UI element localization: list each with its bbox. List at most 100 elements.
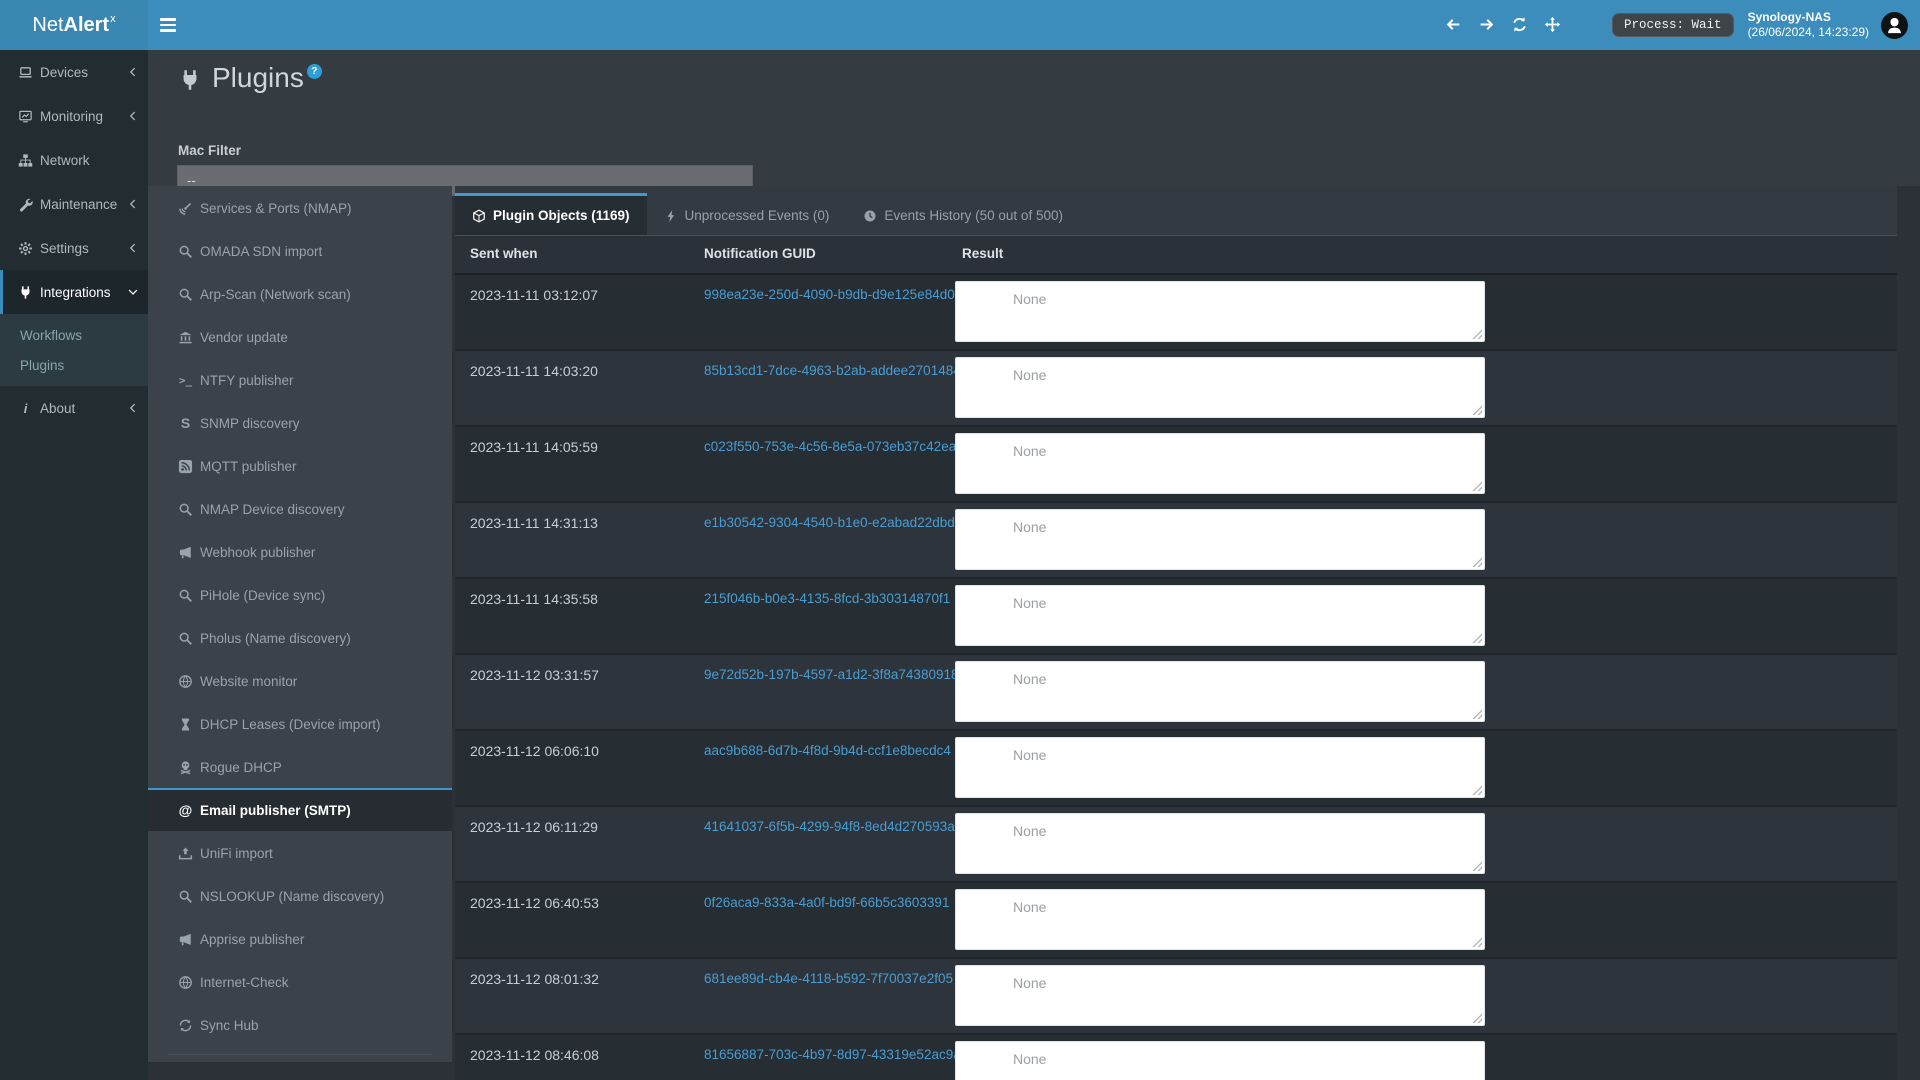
- notification-guid-link[interactable]: 81656887-703c-4b97-8d97-43319e52ac9a: [704, 1047, 961, 1062]
- plugin-nav-item-website-monitor[interactable]: Website monitor: [148, 659, 452, 702]
- plugin-nav-item-pholus-name-discovery[interactable]: Pholus (Name discovery): [148, 616, 452, 659]
- process-status-badge[interactable]: Process: Wait: [1612, 13, 1734, 37]
- plugin-nav-item-pihole-device-sync[interactable]: PiHole (Device sync): [148, 573, 452, 616]
- brand-logo[interactable]: Net Alert x: [0, 0, 148, 50]
- notification-guid-link[interactable]: 0f26aca9-833a-4a0f-bd9f-66b5c3603391: [704, 895, 950, 910]
- sidebar-item-integrations[interactable]: Integrations: [0, 270, 148, 314]
- result-cell: [955, 433, 1485, 494]
- notification-guid-link[interactable]: 9e72d52b-197b-4597-a1d2-3f8a74380918: [704, 667, 959, 682]
- tab-events-history-50-out-of-500[interactable]: Events History (50 out of 500): [846, 193, 1080, 235]
- result-cell: [955, 661, 1485, 722]
- result-cell: [955, 357, 1485, 418]
- sidebar-item-label: Settings: [40, 240, 89, 256]
- plugin-nav-item-arp-scan-network-scan[interactable]: Arp-Scan (Network scan): [148, 272, 452, 315]
- sidebar-subitem-workflows[interactable]: Workflows: [20, 327, 83, 343]
- magnifier-icon: [178, 588, 193, 603]
- table-row: 2023-11-12 06:06:10 aac9b688-6d7b-4f8d-9…: [455, 731, 1897, 807]
- arrow-left-icon[interactable]: [1445, 16, 1462, 33]
- plugin-nav-item-nslookup-name-discovery[interactable]: NSLOOKUP (Name discovery): [148, 874, 452, 917]
- sidebar-toggle-button[interactable]: [160, 14, 182, 36]
- column-header-result: Result: [962, 246, 1004, 261]
- sent-when-cell: 2023-11-12 03:31:57: [470, 667, 599, 683]
- move-icon[interactable]: [1544, 16, 1561, 33]
- account-info[interactable]: Synology-NAS (26/06/2024, 14:23:29): [1748, 10, 1869, 40]
- plugin-nav-label: Website monitor: [200, 674, 298, 689]
- notification-guid-link[interactable]: 215f046b-b0e3-4135-8fcd-3b30314870f1: [704, 591, 951, 606]
- plugin-nav-item-services-ports-nmap[interactable]: Services & Ports (NMAP): [148, 186, 452, 229]
- plugin-nav-label: Vendor update: [200, 330, 288, 345]
- result-textarea[interactable]: [955, 965, 1485, 1026]
- sidebar: Devices Monitoring Network Maintenance S…: [0, 50, 148, 1080]
- result-textarea[interactable]: [955, 281, 1485, 342]
- plugin-nav-item-vendor-update[interactable]: Vendor update: [148, 315, 452, 358]
- notification-guid-link[interactable]: 998ea23e-250d-4090-b9db-d9e125e84d06: [704, 287, 963, 302]
- sidebar-item-label: About: [40, 400, 76, 416]
- page-title: Plugins: [212, 62, 304, 93]
- notification-guid-link[interactable]: e1b30542-9304-4540-b1e0-e2abad22dbd0: [704, 515, 963, 530]
- plugin-nav-label: DHCP Leases (Device import): [200, 717, 381, 732]
- plugin-nav-item-snmp-discovery[interactable]: S SNMP discovery: [148, 401, 452, 444]
- plugin-nav-divider: [168, 1054, 432, 1055]
- tab-unprocessed-events-0[interactable]: Unprocessed Events (0): [647, 193, 847, 235]
- sidebar-item-maintenance[interactable]: Maintenance: [0, 182, 148, 226]
- plugin-nav-item-rogue-dhcp[interactable]: Rogue DHCP: [148, 745, 452, 788]
- result-textarea[interactable]: [955, 889, 1485, 950]
- table-row: 2023-11-12 08:46:08 81656887-703c-4b97-8…: [455, 1035, 1897, 1080]
- result-cell: [955, 585, 1485, 646]
- sidebar-subitem-plugins[interactable]: Plugins: [20, 357, 65, 373]
- plugin-nav-item-internet-check[interactable]: Internet-Check: [148, 960, 452, 1003]
- plugin-nav-label: Arp-Scan (Network scan): [200, 287, 351, 302]
- notification-guid-link[interactable]: 681ee89d-cb4e-4118-b592-7f70037e2f05: [704, 971, 953, 986]
- chevron-left-icon: [127, 242, 139, 254]
- plugin-list-panel: Services & Ports (NMAP) OMADA SDN import…: [148, 186, 452, 1062]
- result-textarea[interactable]: [955, 737, 1485, 798]
- sidebar-item-network[interactable]: Network: [0, 138, 148, 182]
- result-textarea[interactable]: [955, 661, 1485, 722]
- page-header-strip: Plugins ? Mac Filter: [148, 50, 1920, 196]
- plug-icon: [18, 285, 33, 300]
- table-row: 2023-11-12 06:11:29 41641037-6f5b-4299-9…: [455, 807, 1897, 883]
- plugin-nav-item-nmap-device-discovery[interactable]: NMAP Device discovery: [148, 487, 452, 530]
- plugin-nav-item-email-publisher-smtp[interactable]: @ Email publisher (SMTP): [148, 788, 452, 831]
- chevron-left-icon: [127, 402, 139, 414]
- plugin-nav-label: MQTT publisher: [200, 459, 297, 474]
- sidebar-item-monitoring[interactable]: Monitoring: [0, 94, 148, 138]
- plugin-nav-item-apprise-publisher[interactable]: Apprise publisher: [148, 917, 452, 960]
- arrow-right-icon[interactable]: [1478, 16, 1495, 33]
- bell-icon[interactable]: [1577, 16, 1594, 33]
- result-textarea[interactable]: [955, 357, 1485, 418]
- notification-guid-link[interactable]: aac9b688-6d7b-4f8d-9b4d-ccf1e8becdc4: [704, 743, 951, 758]
- notification-guid-link[interactable]: 41641037-6f5b-4299-94f8-8ed4d270593a: [704, 819, 955, 834]
- plugin-nav-item-omada-sdn-import[interactable]: OMADA SDN import: [148, 229, 452, 272]
- plugin-nav-item-ntfy-publisher[interactable]: >_ NTFY publisher: [148, 358, 452, 401]
- help-badge[interactable]: ?: [306, 64, 322, 79]
- result-textarea[interactable]: [955, 1041, 1485, 1080]
- plugin-nav-item-unifi-import[interactable]: UniFi import: [148, 831, 452, 874]
- page-title-row: Plugins ?: [148, 50, 1920, 94]
- plugin-nav-item-webhook-publisher[interactable]: Webhook publisher: [148, 530, 452, 573]
- result-textarea[interactable]: [955, 509, 1485, 570]
- notification-guid-link[interactable]: 85b13cd1-7dce-4963-b2ab-addee2701484: [704, 363, 961, 378]
- sidebar-item-about[interactable]: i About: [0, 386, 148, 430]
- plugin-nav-item-mqtt-publisher[interactable]: MQTT publisher: [148, 444, 452, 487]
- sidebar-item-devices[interactable]: Devices: [0, 50, 148, 94]
- result-textarea[interactable]: [955, 433, 1485, 494]
- chevron-down-icon: [127, 286, 139, 298]
- refresh-icon[interactable]: [1511, 16, 1528, 33]
- tab-plugin-objects-1169[interactable]: Plugin Objects (1169): [455, 193, 647, 235]
- avatar[interactable]: [1881, 11, 1908, 39]
- brand-bold: Alert: [63, 13, 110, 36]
- table-row: 2023-11-11 03:12:07 998ea23e-250d-4090-b…: [455, 275, 1897, 351]
- plugin-nav-item-sync-hub[interactable]: Sync Hub: [148, 1003, 452, 1046]
- chevron-left-icon: [127, 66, 139, 78]
- plugin-nav-label: PiHole (Device sync): [200, 588, 326, 603]
- sidebar-item-settings[interactable]: Settings: [0, 226, 148, 270]
- laptop-icon: [18, 65, 33, 80]
- result-textarea[interactable]: [955, 585, 1485, 646]
- bank-icon: [178, 330, 193, 345]
- sent-when-cell: 2023-11-12 08:01:32: [470, 971, 599, 987]
- result-textarea[interactable]: [955, 813, 1485, 874]
- cube-icon: [472, 209, 486, 223]
- notification-guid-link[interactable]: c023f550-753e-4c56-8e5a-073eb37c42ea: [704, 439, 957, 454]
- plugin-nav-item-dhcp-leases-device-import[interactable]: DHCP Leases (Device import): [148, 702, 452, 745]
